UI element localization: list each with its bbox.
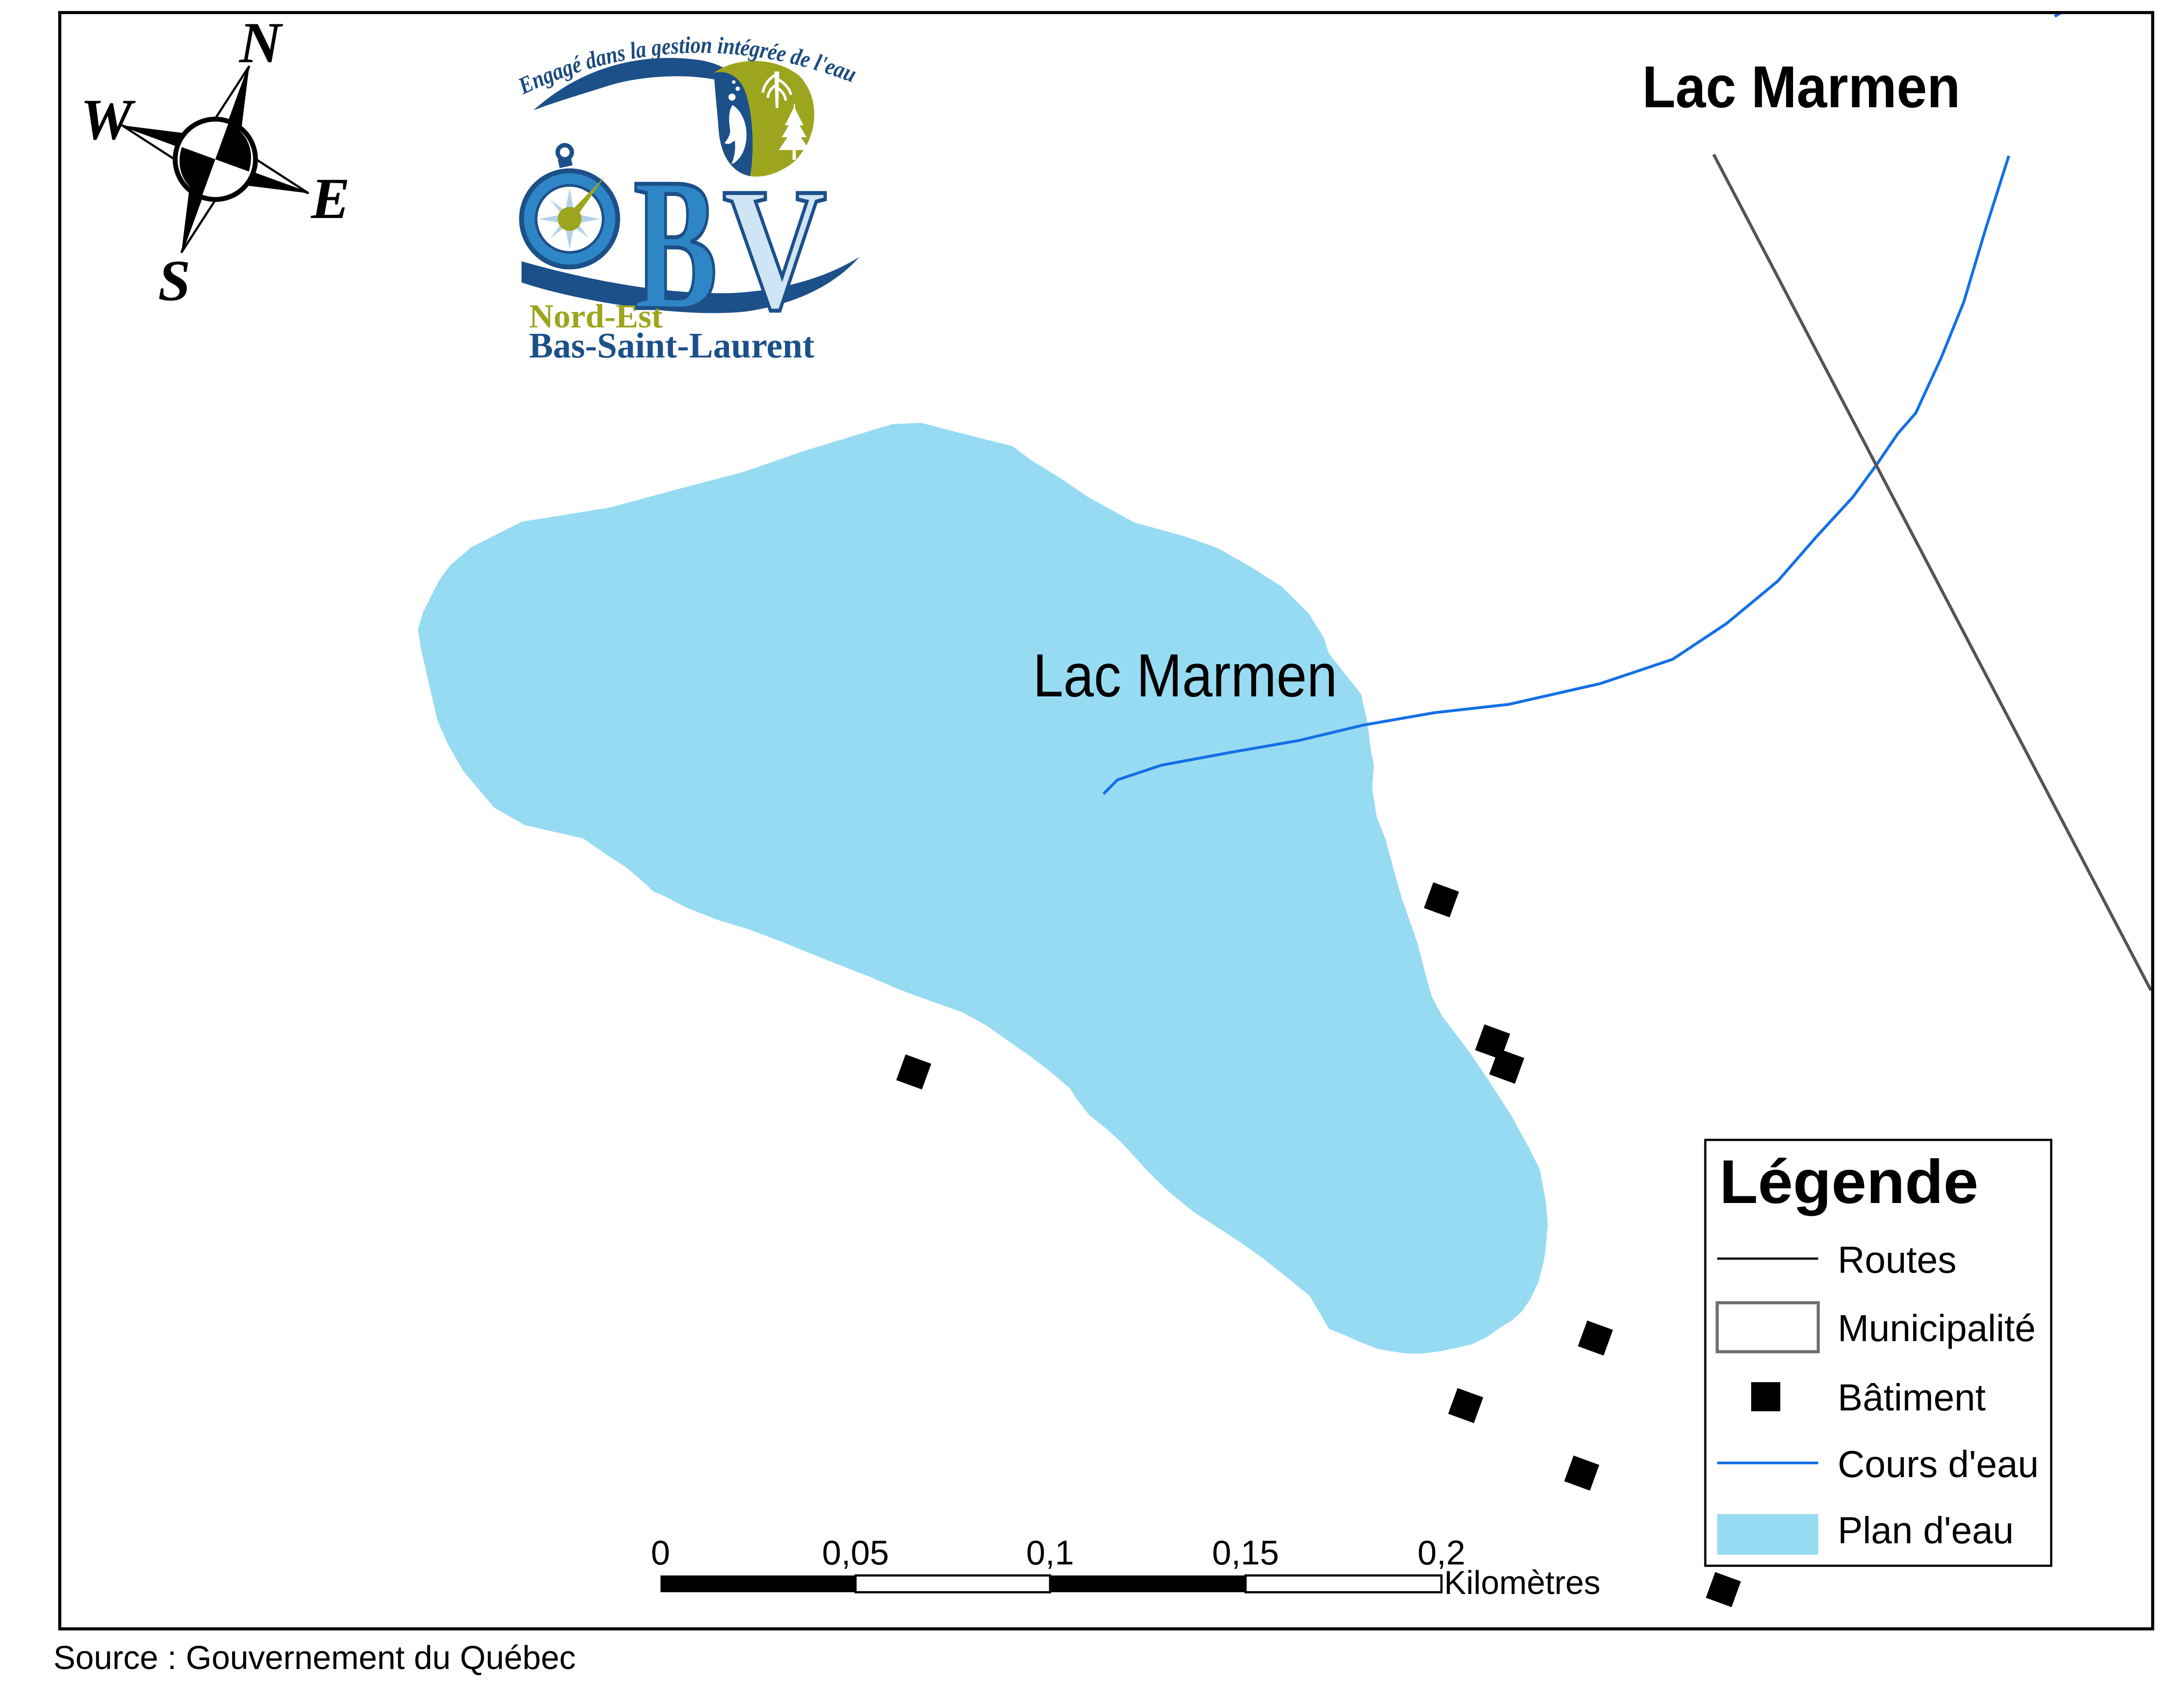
svg-text:Kilomètres: Kilomètres [1444,1564,1600,1601]
svg-text:Plan d'eau: Plan d'eau [1838,1510,2014,1552]
svg-text:N: N [238,10,283,75]
svg-text:Municipalité: Municipalité [1838,1308,2036,1350]
svg-text:0,2: 0,2 [1418,1533,1465,1572]
svg-text:Lac Marmen: Lac Marmen [1642,54,1960,120]
svg-text:S: S [158,248,190,313]
svg-text:Légende: Légende [1719,1147,1978,1216]
svg-text:0,05: 0,05 [822,1533,889,1572]
svg-text:Cours d'eau: Cours d'eau [1838,1444,2039,1485]
svg-text:W: W [80,87,136,152]
svg-text:0: 0 [651,1533,670,1572]
svg-text:E: E [311,166,350,231]
svg-text:0,1: 0,1 [1026,1533,1074,1572]
svg-text:0,15: 0,15 [1212,1533,1279,1572]
svg-text:Nord-Est: Nord-Est [529,298,663,335]
svg-text:Routes: Routes [1838,1239,1956,1281]
svg-text:V: V [723,152,827,346]
svg-text:Lac Marmen: Lac Marmen [1033,642,1337,710]
svg-text:B: B [634,139,717,350]
svg-text:Bâtiment: Bâtiment [1838,1377,1985,1419]
svg-text:Bas-Saint-Laurent: Bas-Saint-Laurent [529,325,814,365]
svg-text:Source : Gouvernement du Québe: Source : Gouvernement du Québec [53,1639,576,1676]
